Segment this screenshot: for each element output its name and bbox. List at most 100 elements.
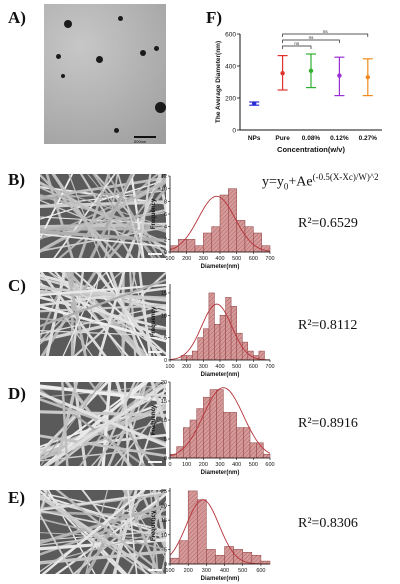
significance-bracket: ns — [282, 29, 369, 37]
y-tick-label: 0 — [164, 456, 167, 462]
fiber — [49, 272, 166, 356]
histogram-bar — [229, 412, 237, 459]
y-tick-label: 5 — [164, 547, 167, 553]
y-tick-label: 5 — [164, 437, 167, 443]
fiber — [62, 272, 102, 356]
x-tick-label: 500 — [249, 462, 258, 468]
fiber-texture — [40, 490, 166, 574]
x-axis-title: Diameter(nm) — [201, 264, 240, 270]
bracket-line — [282, 33, 369, 37]
fiber — [89, 174, 134, 258]
fiber — [40, 286, 166, 302]
significance-bracket: ns — [282, 35, 340, 43]
histogram-bar — [214, 323, 221, 361]
fiber — [41, 490, 146, 574]
histogram-bar — [263, 453, 271, 459]
fiber — [45, 174, 74, 258]
fiber — [40, 419, 166, 460]
fiber-texture — [40, 174, 166, 258]
histogram-bar — [197, 337, 204, 361]
x-tick-label: 200 — [182, 256, 191, 262]
histogram-bar — [211, 226, 221, 253]
x-tick-label: 100 — [165, 364, 174, 370]
fiber — [127, 500, 166, 574]
nanoparticle — [140, 50, 146, 56]
significance-label: ns — [294, 41, 300, 46]
histogram-d: 0 100 200 300 400 500 600 0 5 10 15 20 Diameter(nm) F… — [151, 380, 275, 476]
fiber — [40, 174, 74, 241]
y-axis-title: Frequency — [151, 404, 157, 435]
fiber — [40, 273, 166, 310]
y-axis-title: Frequency — [151, 306, 157, 337]
y-axis-title: The Average Diameter(nm) — [215, 41, 222, 123]
x-tick-label: 500 — [238, 568, 247, 574]
panel-label-d: D) — [8, 384, 26, 403]
fiber — [152, 490, 166, 556]
x-tick-label: 100 — [165, 568, 174, 574]
histogram-bar — [236, 427, 244, 459]
fiber — [40, 179, 166, 220]
histogram-bar — [236, 332, 243, 361]
y-tick-label: 0 — [232, 128, 236, 135]
histogram-bar — [215, 554, 225, 565]
histogram-bar — [216, 389, 224, 459]
x-tick-label: 300 — [202, 568, 211, 574]
fiber — [150, 382, 166, 434]
x-tick-label: 300 — [199, 364, 208, 370]
scale-bar — [148, 461, 162, 463]
sem-micrograph-b — [40, 174, 166, 258]
fiber — [42, 382, 166, 466]
nanoparticle — [96, 56, 103, 63]
r-squared-c: R²=0.8112 — [298, 318, 358, 333]
fiber — [40, 518, 166, 551]
fiber — [40, 382, 103, 466]
y-tick-label: 600 — [225, 32, 236, 39]
equation-exponent: (-0.5(X-Xc)/W)^2 — [312, 172, 379, 182]
fiber — [40, 305, 166, 343]
fiber — [40, 490, 48, 517]
fiber — [92, 174, 155, 258]
x-tick-label: 300 — [215, 462, 224, 468]
gaussian-fit-line — [169, 303, 271, 361]
y-tick-label: 4 — [164, 225, 167, 231]
y-tick-label: 0 — [164, 250, 167, 256]
data-point — [280, 71, 285, 76]
x-tick-label: 200 — [199, 462, 208, 468]
y-tick-label: 2 — [164, 237, 167, 243]
x-tick-label: Pure — [275, 135, 290, 142]
sem-micrograph-c — [40, 272, 166, 356]
fiber — [40, 401, 166, 448]
histogram-bar — [249, 442, 257, 459]
y-tick-label: 10 — [161, 187, 167, 193]
bracket-line — [282, 45, 312, 49]
fiber — [138, 272, 152, 356]
fiber — [42, 490, 128, 574]
fiber — [137, 174, 152, 258]
nanoparticle — [114, 128, 119, 133]
fiber — [40, 384, 166, 399]
fiber — [40, 278, 166, 328]
y-tick-label: 15 — [161, 399, 167, 405]
x-tick-label: 500 — [232, 364, 241, 370]
fiber — [66, 272, 88, 356]
histogram-bar — [194, 245, 204, 253]
gaussian-fit-line — [169, 195, 271, 252]
nanoparticle — [56, 54, 61, 59]
y-tick-label: 400 — [225, 64, 236, 71]
fiber — [78, 174, 109, 258]
y-tick-label: 0 — [164, 562, 167, 568]
gaussian-fit-line — [169, 387, 271, 457]
gaussian-fit-line — [169, 499, 271, 565]
tem-micrograph: 500nm — [44, 4, 166, 144]
fiber — [78, 174, 111, 258]
x-tick-label: 700 — [265, 256, 274, 262]
nanoparticle — [154, 46, 159, 51]
fiber — [68, 174, 102, 258]
y-tick-label: 10 — [161, 313, 167, 319]
fiber — [123, 382, 130, 466]
x-tick-label: 600 — [249, 364, 258, 370]
y-tick-label: 10 — [161, 418, 167, 424]
y-tick-label: 200 — [225, 96, 236, 103]
x-tick-label: 200 — [184, 568, 193, 574]
histogram-bar — [197, 499, 207, 565]
